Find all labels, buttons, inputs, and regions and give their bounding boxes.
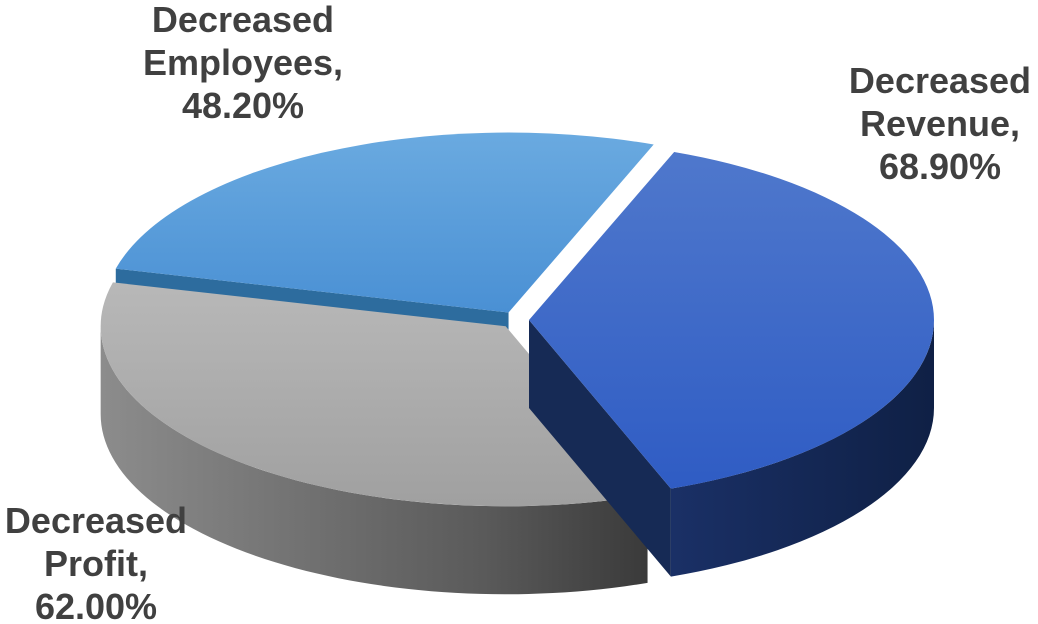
slice-profit-top <box>100 282 648 507</box>
slice-profit-side <box>100 326 648 595</box>
slice-revenue <box>528 151 934 577</box>
label-employees-line2: Employees, <box>143 42 343 83</box>
label-profit-line2: Profit, <box>44 543 148 584</box>
slice-revenue-top <box>528 151 934 489</box>
label-employees-line1: Decreased <box>152 0 334 40</box>
label-employees-value: 48.20% <box>182 85 304 126</box>
label-revenue-line2: Revenue, <box>860 103 1020 144</box>
label-revenue-value: 68.90% <box>879 146 1001 187</box>
slice-profit <box>100 282 648 595</box>
label-revenue-line1: Decreased <box>849 60 1031 101</box>
label-profit-value: 62.00% <box>35 586 157 624</box>
slice-revenue-side <box>670 320 934 577</box>
label-profit-line1: Decreased <box>5 500 187 541</box>
slice-employees-top <box>115 132 654 313</box>
slice-revenue-cut-face <box>528 320 671 577</box>
